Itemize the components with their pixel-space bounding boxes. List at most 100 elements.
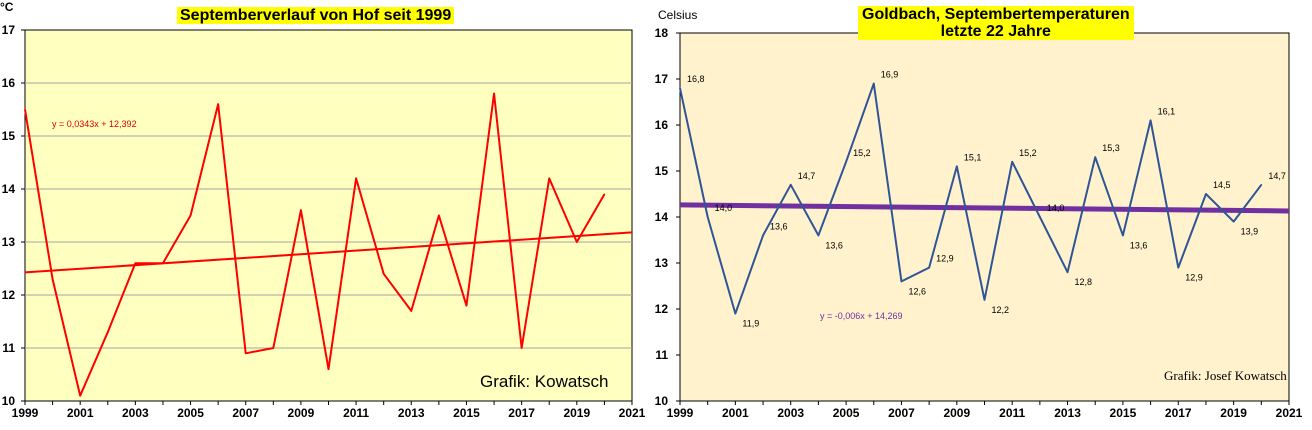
x-tick-label: 2017 (1165, 406, 1192, 420)
data-label: 15,1 (964, 152, 982, 162)
y-tick-label: 16 (2, 76, 16, 90)
chart-goldbach-svg: 10 11 12 13 14 15 16 17 18 1999 2001 2003 2005 2007 20… (655, 26, 1303, 420)
data-point (520, 347, 523, 349)
data-point (1039, 216, 1041, 218)
y-tick-label: 16 (655, 118, 669, 132)
y-tick-label: 12 (2, 288, 16, 302)
chart-goldbach: 10 11 12 13 14 15 16 17 18 1999 2001 2003 2005 2007 20… (652, 0, 1312, 430)
chart-goldbach-title-line-2: letzte 22 Jahre (940, 23, 1051, 40)
data-label: 13,6 (1130, 240, 1148, 250)
y-tick-label: 10 (655, 394, 669, 408)
data-point (162, 262, 164, 265)
trend-line (679, 202, 1290, 214)
data-label: 14,0 (1047, 203, 1065, 213)
plot-area (679, 32, 1290, 402)
y-tick-label: 17 (2, 23, 16, 37)
data-point (355, 177, 357, 180)
data-point (679, 87, 681, 89)
data-label: 13,9 (1241, 227, 1259, 237)
data-point (872, 82, 875, 85)
chart-hof-trend-equation: y = 0,0343x + 12,392 (52, 119, 137, 129)
data-point (300, 209, 302, 211)
series-line (679, 82, 1263, 315)
data-label: 12,9 (1185, 273, 1203, 283)
y-tick-label: 14 (655, 210, 669, 224)
data-point (106, 331, 109, 333)
data-point (1149, 119, 1152, 122)
chart-goldbach-ylabel: Celsius (658, 8, 698, 22)
plot-area (24, 29, 633, 402)
y-tick-label: 11 (2, 341, 15, 355)
x-tick-label: 2019 (1220, 406, 1247, 420)
x-tick-label: 2013 (398, 406, 425, 420)
data-point (493, 92, 495, 95)
data-point (272, 347, 275, 349)
chart-goldbach-title-line-1: Goldbach, Septembertemperaturen (862, 6, 1130, 23)
data-point (1011, 161, 1013, 163)
x-tick-label: 2009 (943, 406, 970, 420)
chart-hof-svg: 10 11 12 13 14 15 16 17 1999 2001 2003 2005 2007 2009… (2, 23, 646, 420)
data-label: 12,6 (908, 286, 926, 296)
data-point (603, 193, 606, 196)
x-tick-label: 2013 (1054, 406, 1081, 420)
trend-line (24, 231, 633, 274)
data-label: 16,1 (1158, 106, 1176, 116)
x-tick-label: 2009 (288, 406, 315, 420)
x-tick-label: 2011 (343, 406, 369, 420)
x-tick-label: 2001 (722, 406, 749, 420)
data-label: 15,2 (853, 148, 871, 158)
chart-hof: 10 11 12 13 14 15 16 17 1999 2001 2003 2005 2007 2009… (0, 0, 648, 430)
x-tick-label: 2017 (508, 406, 535, 420)
data-point (1260, 184, 1263, 186)
data-point (438, 214, 440, 217)
x-tick-label: 2015 (1110, 406, 1137, 420)
y-tick-label: 10 (2, 394, 16, 408)
data-label: 15,2 (1019, 148, 1037, 158)
data-point (1066, 271, 1069, 274)
x-tick-label: 2003 (122, 406, 149, 420)
x-tick-label: 2007 (888, 406, 915, 420)
data-point (51, 278, 54, 280)
y-tick-label: 15 (2, 129, 16, 143)
data-point (217, 103, 219, 105)
x-tick-label: 2015 (453, 406, 480, 420)
data-point (1177, 266, 1180, 269)
chart-hof-title: Septemberverlauf von Hof seit 1999 (177, 7, 455, 24)
data-point (817, 234, 820, 237)
data-point (928, 266, 930, 269)
data-label: 13,6 (825, 240, 843, 250)
data-point (576, 241, 578, 243)
data-point (1232, 220, 1235, 223)
y-tick-label: 13 (2, 235, 16, 249)
data-point (1094, 156, 1097, 158)
data-point (24, 108, 26, 111)
x-tick-label: 2001 (67, 406, 94, 420)
data-label: 12,2 (992, 305, 1010, 315)
y-tick-label: 14 (2, 182, 16, 196)
data-point (762, 234, 764, 237)
x-tick-label: 2007 (232, 406, 259, 420)
data-point (382, 273, 385, 275)
y-tick-label: 17 (655, 72, 669, 86)
chart-goldbach-title: Goldbach, Septembertemperaturen letzte 2… (858, 6, 1134, 40)
x-tick-label: 2019 (563, 406, 590, 420)
x-tick-label: 1999 (12, 406, 39, 420)
data-point (734, 312, 737, 315)
data-point (465, 304, 468, 307)
data-point (244, 352, 247, 355)
x-tick-label: 2021 (619, 406, 646, 420)
data-label: 14,5 (1213, 180, 1231, 190)
data-label: 14,0 (715, 203, 733, 213)
data-label: 16,8 (687, 74, 705, 84)
x-tick-label: 2003 (777, 406, 804, 420)
series-line (24, 92, 606, 397)
data-label: 14,7 (1268, 171, 1286, 181)
data-point (983, 299, 986, 301)
data-label: 13,6 (770, 221, 788, 231)
y-tick-label: 12 (655, 302, 669, 316)
y-tick-label: 18 (655, 26, 669, 40)
data-label: 15,3 (1102, 143, 1120, 153)
data-point (789, 184, 792, 186)
data-point (79, 394, 81, 397)
data-label: 14,7 (798, 171, 816, 181)
